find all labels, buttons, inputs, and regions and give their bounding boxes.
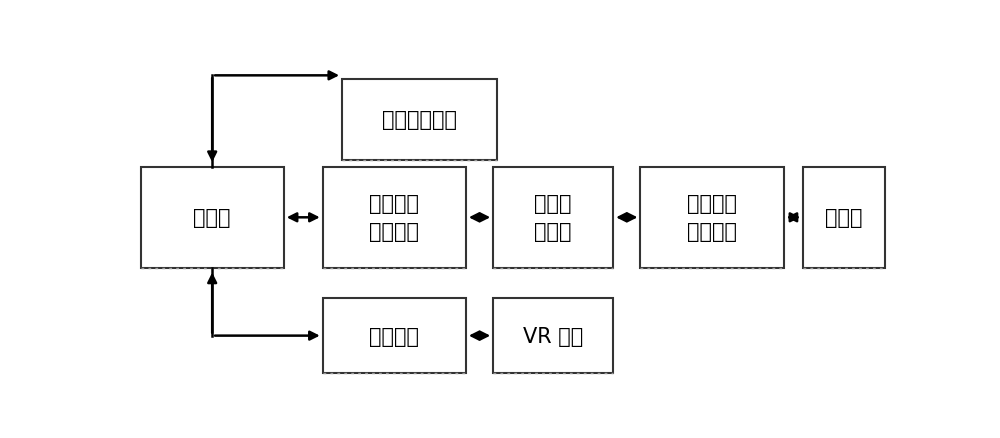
Text: VR 眼镜: VR 眼镜 xyxy=(523,326,583,346)
Bar xyxy=(493,167,613,268)
Text: 信号放
大装置: 信号放 大装置 xyxy=(534,194,572,242)
Text: 干电极: 干电极 xyxy=(825,208,863,228)
Bar xyxy=(493,299,613,373)
Text: 无线信号
传输模块: 无线信号 传输模块 xyxy=(369,194,419,242)
Bar xyxy=(803,167,885,268)
Text: 智能终端: 智能终端 xyxy=(369,326,419,346)
Bar xyxy=(342,80,497,160)
Bar xyxy=(140,167,284,268)
Bar xyxy=(323,167,466,268)
Text: 处理器: 处理器 xyxy=(193,208,231,228)
Text: 微电流刺激仪: 微电流刺激仪 xyxy=(382,110,457,130)
Bar xyxy=(640,167,784,268)
Text: 脑电阻抗
检测装置: 脑电阻抗 检测装置 xyxy=(687,194,737,242)
Bar xyxy=(323,299,466,373)
